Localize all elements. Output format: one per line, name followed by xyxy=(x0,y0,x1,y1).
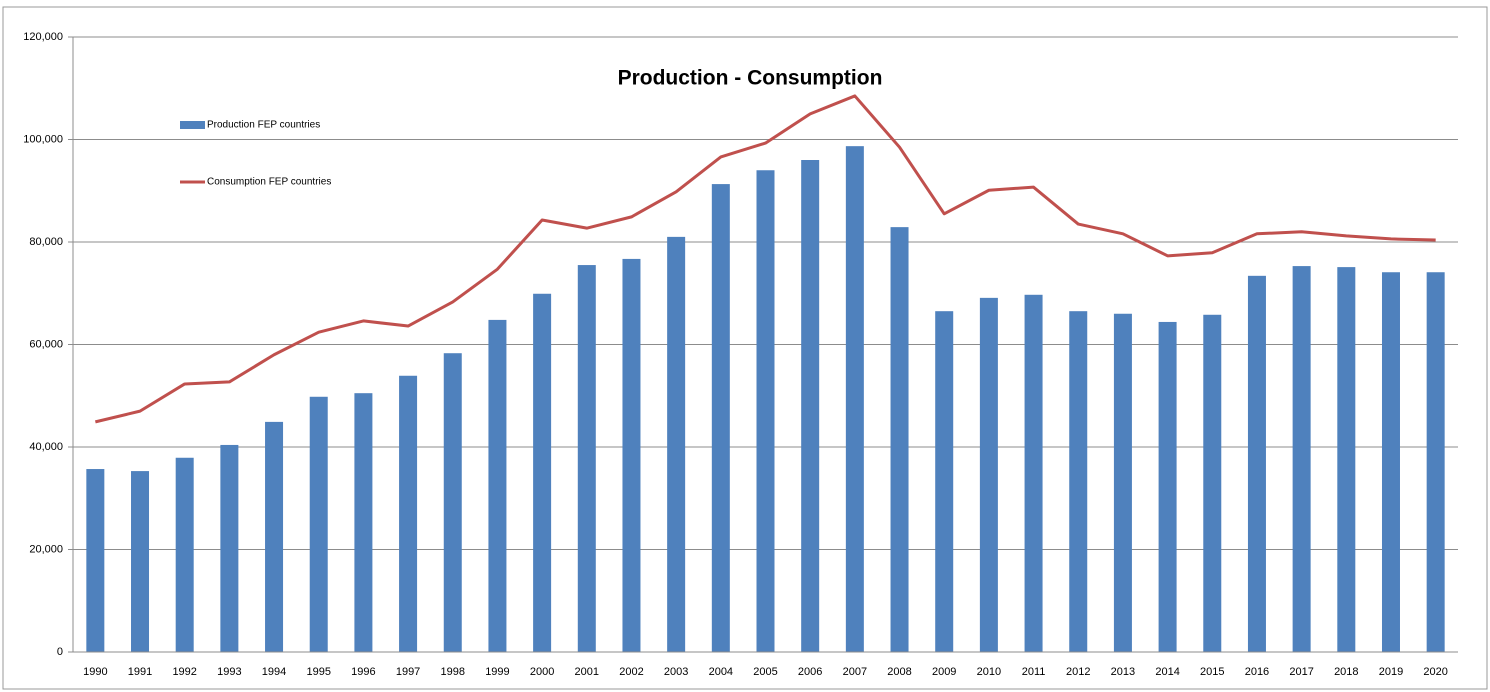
bar xyxy=(1113,313,1132,652)
x-tick-label: 1991 xyxy=(128,666,152,678)
bar xyxy=(86,469,105,652)
bar xyxy=(890,227,909,652)
x-tick-label: 2003 xyxy=(664,666,688,678)
bar xyxy=(488,319,507,652)
x-tick-label: 1994 xyxy=(262,666,286,678)
bar xyxy=(1158,321,1177,652)
bar xyxy=(979,297,998,652)
x-tick-label: 2020 xyxy=(1423,666,1447,678)
x-tick-label: 2001 xyxy=(575,666,599,678)
bar xyxy=(1426,272,1445,652)
x-tick-label: 2006 xyxy=(798,666,822,678)
bar xyxy=(354,393,373,652)
y-tick-label: 20,000 xyxy=(29,543,63,555)
x-tick-label: 2002 xyxy=(619,666,643,678)
y-tick-label: 40,000 xyxy=(29,441,63,453)
x-tick-label: 2012 xyxy=(1066,666,1090,678)
x-tick-label: 1998 xyxy=(441,666,465,678)
bar xyxy=(443,353,462,652)
x-tick-label: 1990 xyxy=(83,666,107,678)
x-tick-label: 2018 xyxy=(1334,666,1358,678)
x-tick-label: 2007 xyxy=(843,666,867,678)
x-tick-label: 2009 xyxy=(932,666,956,678)
x-tick-label: 2000 xyxy=(530,666,554,678)
bar xyxy=(175,457,194,652)
bar xyxy=(399,375,418,652)
bar xyxy=(265,421,284,652)
x-tick-label: 1993 xyxy=(217,666,241,678)
legend-swatch xyxy=(180,121,205,129)
x-tick-label: 2014 xyxy=(1155,666,1179,678)
bar xyxy=(533,293,552,652)
chart-title: Production - Consumption xyxy=(618,67,883,90)
x-tick-label: 2013 xyxy=(1111,666,1135,678)
bar xyxy=(711,184,730,652)
bar xyxy=(1337,267,1356,652)
bar xyxy=(622,258,641,652)
x-tick-label: 2017 xyxy=(1289,666,1313,678)
x-tick-label: 1999 xyxy=(485,666,509,678)
x-tick-label: 2010 xyxy=(977,666,1001,678)
bar xyxy=(935,311,954,652)
bar xyxy=(220,444,239,652)
bar xyxy=(801,160,820,652)
y-tick-label: 60,000 xyxy=(29,338,63,350)
x-tick-label: 2008 xyxy=(887,666,911,678)
bar xyxy=(1292,266,1311,652)
bar xyxy=(1247,275,1266,652)
bar xyxy=(577,265,596,652)
x-tick-label: 1995 xyxy=(306,666,330,678)
line xyxy=(94,94,1436,424)
x-tick-label: 2016 xyxy=(1245,666,1269,678)
x-tick-label: 2015 xyxy=(1200,666,1224,678)
bar xyxy=(1069,311,1088,652)
y-tick-label: 80,000 xyxy=(29,236,63,248)
bar xyxy=(756,170,775,652)
x-tick-label: 1996 xyxy=(351,666,375,678)
x-tick-label: 1992 xyxy=(172,666,196,678)
bar xyxy=(1381,272,1400,652)
x-tick-label: 2005 xyxy=(753,666,777,678)
legend-label: Consumption FEP countries xyxy=(207,177,331,188)
x-tick-label: 1997 xyxy=(396,666,420,678)
x-tick-label: 2011 xyxy=(1022,666,1046,678)
x-tick-label: 2004 xyxy=(709,666,733,678)
y-tick-label: 100,000 xyxy=(23,133,63,145)
bar xyxy=(309,396,328,652)
bar xyxy=(1203,314,1222,652)
bar xyxy=(1024,294,1043,652)
y-tick-label: 120,000 xyxy=(23,31,63,43)
legend-label: Production FEP countries xyxy=(207,120,320,131)
x-tick-label: 2019 xyxy=(1379,666,1403,678)
bar xyxy=(845,146,864,652)
chart-frame xyxy=(2,6,1488,690)
bar xyxy=(131,471,150,652)
y-tick-label: 0 xyxy=(57,646,63,658)
bar xyxy=(667,236,686,652)
